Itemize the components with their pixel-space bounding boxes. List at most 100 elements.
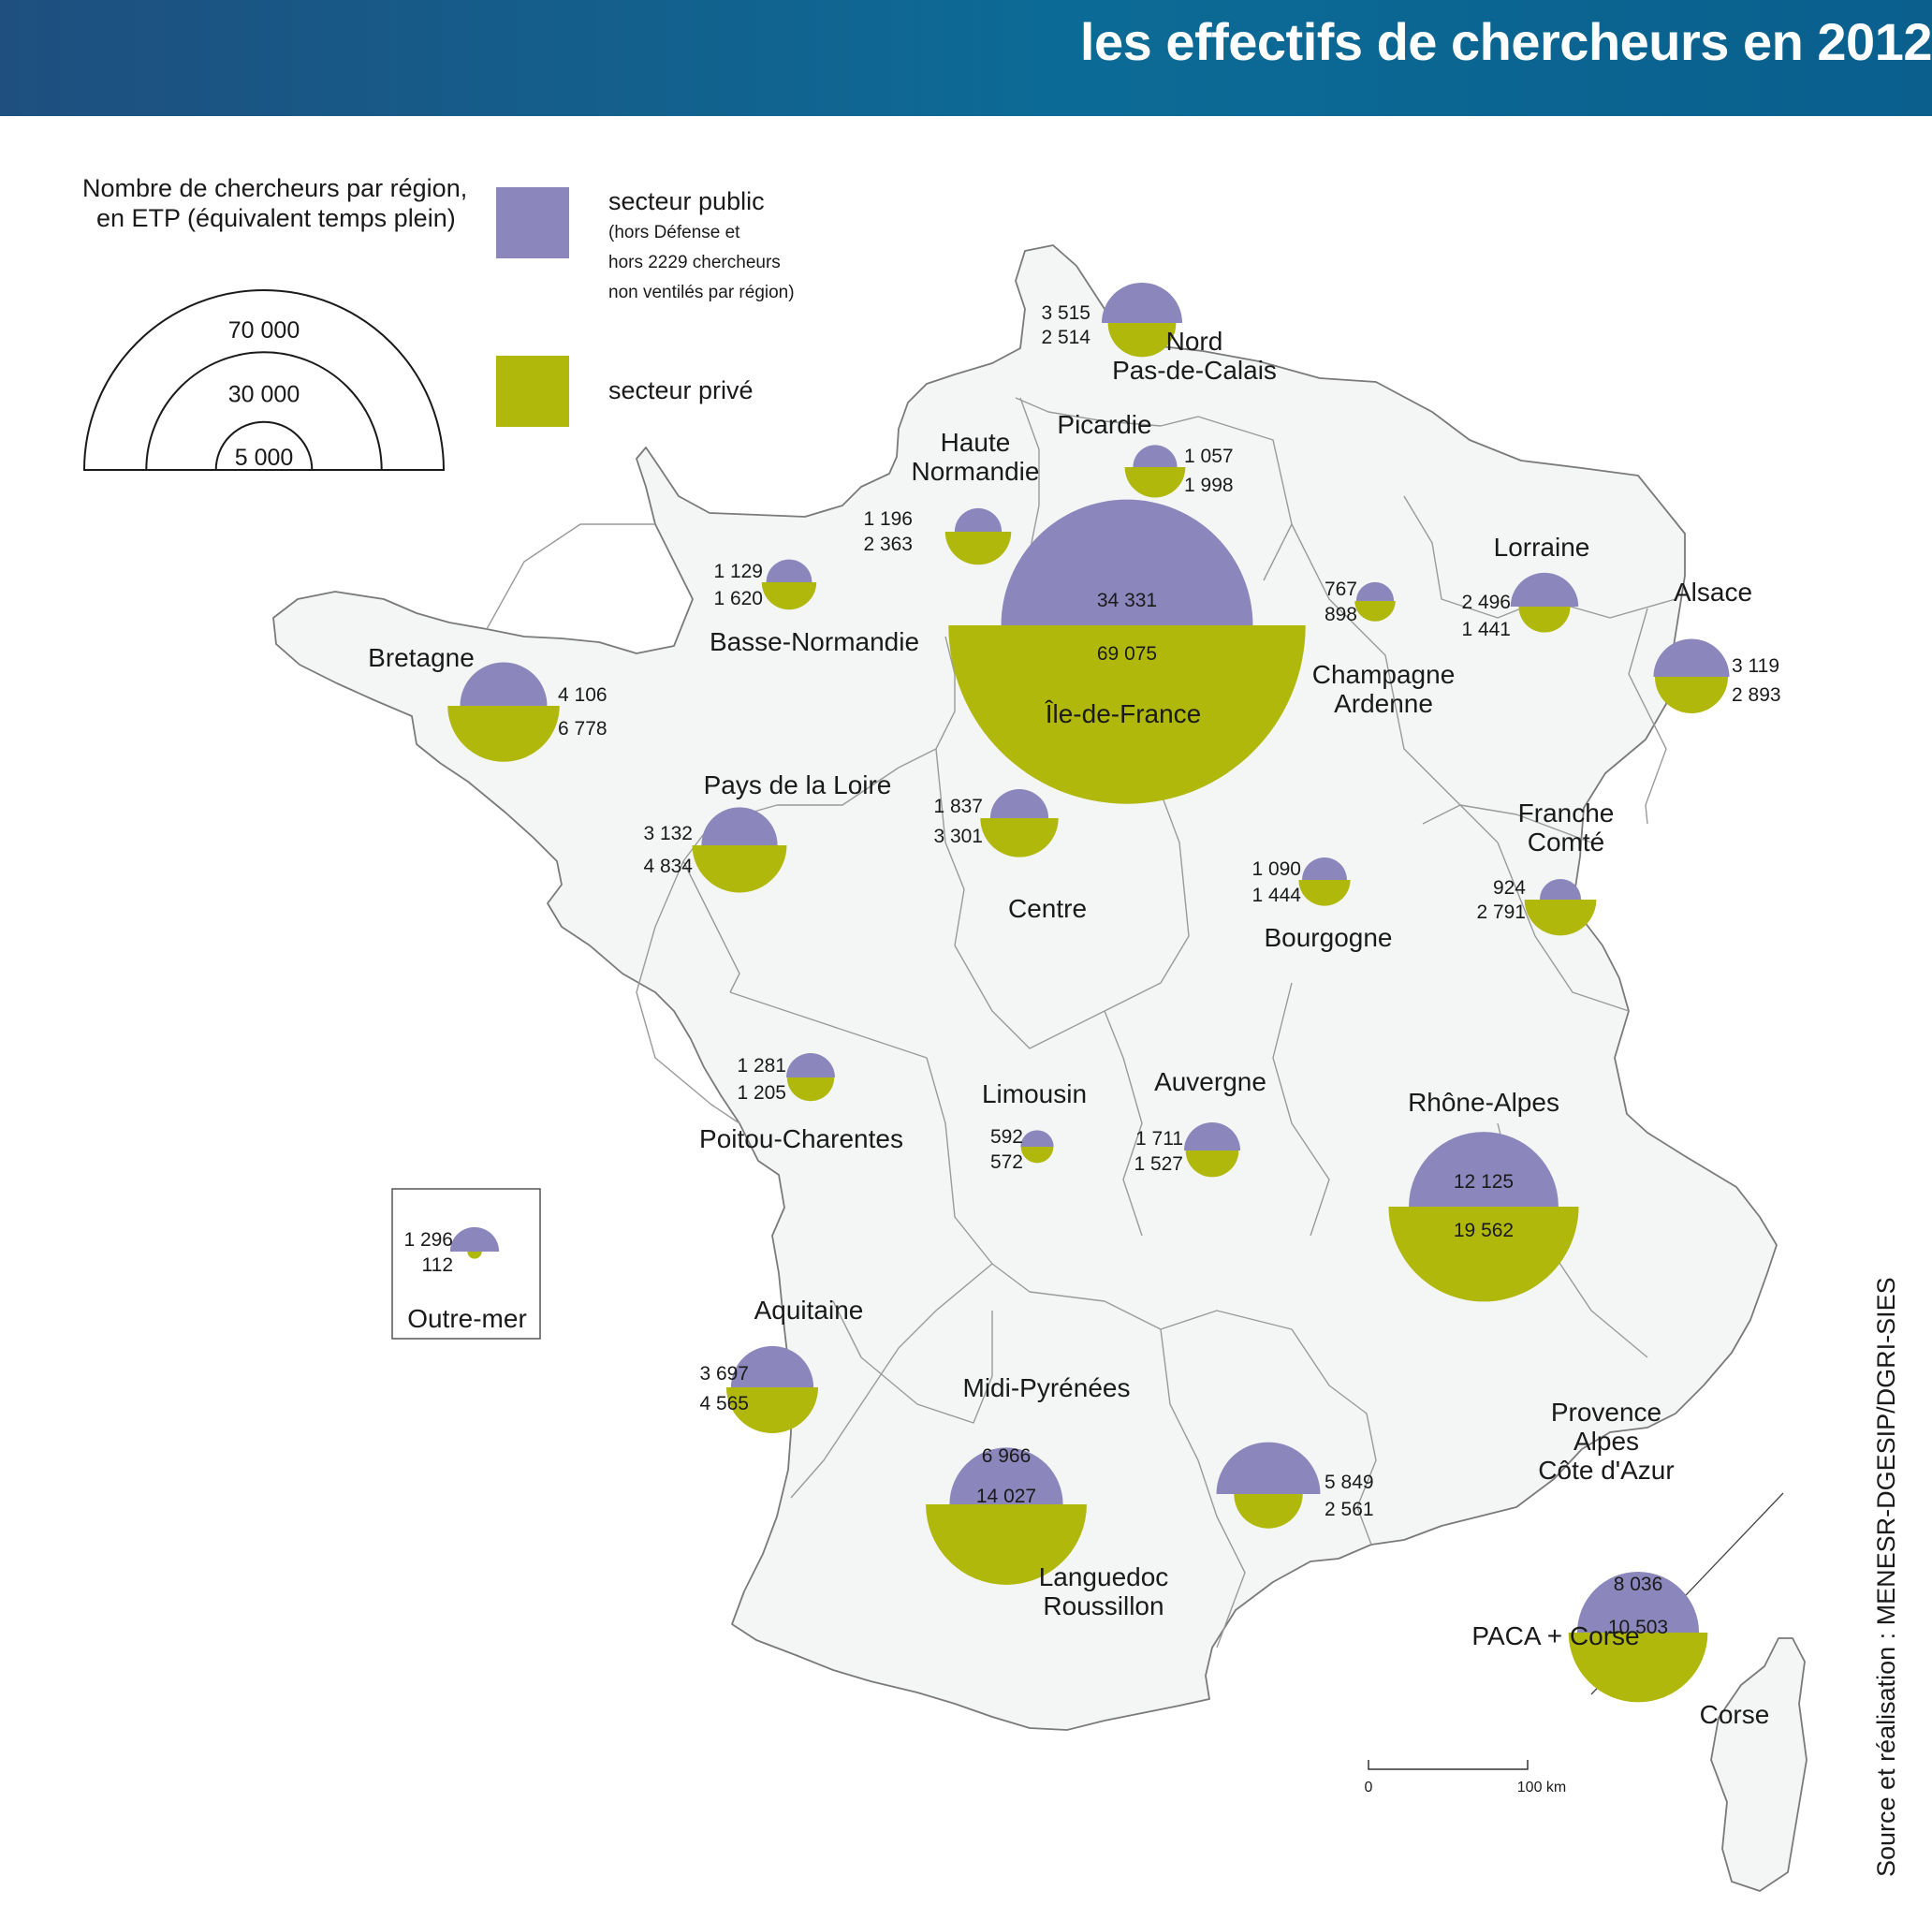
private-semicircle-auvergne	[1185, 1150, 1239, 1178]
public-value-languedoc-roussillon: 5 849	[1325, 1472, 1374, 1493]
private-value-pays-de-la-loire: 4 834	[643, 856, 693, 877]
region-border-9	[935, 748, 965, 946]
public-value-bourgogne: 1 090	[1251, 858, 1301, 880]
region-border-0	[1015, 397, 1199, 427]
private-semicircle-midi-pyr-n-es	[926, 1504, 1087, 1585]
private-semicircle-centre	[980, 818, 1059, 857]
private-value-bourgogne: 1 444	[1251, 885, 1301, 906]
private-semicircle-picardie	[1124, 467, 1186, 498]
region-name-midi-pyr-n-es: Midi-Pyrénées	[963, 1373, 1131, 1402]
public-value-alsace: 3 119	[1732, 655, 1779, 677]
public-value-bretagne: 4 106	[558, 684, 607, 706]
region-border-15	[991, 1263, 1293, 1330]
region-name-aquitaine: Aquitaine	[754, 1296, 864, 1325]
region-name-languedoc-roussillon-1: Roussillon	[1043, 1591, 1164, 1620]
private-value-le-de-france: 69 075	[1097, 643, 1157, 665]
source-credit: Source et réalisation : MENESR-DGESIP/DG…	[1872, 1277, 1900, 1877]
region-name-rh-ne-alpes: Rhône-Alpes	[1408, 1088, 1559, 1117]
private-semicircle-basse-normandie	[761, 582, 817, 610]
private-value-champagne-ardenne: 898	[1325, 604, 1357, 625]
region-border-1	[1019, 397, 1040, 553]
legend-heading-2: en ETP (équivalent temps plein)	[96, 204, 456, 232]
private-semicircle-aquitaine	[725, 1387, 819, 1433]
public-semicircle-bretagne	[460, 662, 548, 706]
public-value-picardie: 1 057	[1184, 446, 1234, 467]
region-name-bourgogne: Bourgogne	[1264, 923, 1392, 952]
public-semicircle-aquitaine	[730, 1345, 814, 1387]
private-value-haute-normandie: 2 363	[863, 534, 913, 555]
private-value-auvergne: 1 527	[1134, 1153, 1183, 1175]
public-semicircle-rh-ne-alpes	[1409, 1132, 1559, 1207]
private-semicircle-bretagne	[447, 706, 560, 762]
public-value-basse-normandie: 1 129	[713, 561, 763, 582]
public-value-nord-pas-de-calais: 3 515	[1041, 302, 1090, 324]
private-value-aquitaine: 4 565	[699, 1393, 749, 1414]
legend-public-note-1: (hors Défense et	[608, 223, 740, 242]
public-value-auvergne: 1 711	[1135, 1128, 1183, 1150]
private-value-centre: 3 301	[933, 826, 983, 847]
public-semicircle-champagne-ardenne	[1355, 581, 1395, 601]
legend-size-label-5000: 5 000	[235, 445, 294, 471]
region-name-franche-comt-1: Comté	[1528, 828, 1604, 857]
corsica-island	[1710, 1637, 1808, 1892]
region-name-nord-pas-de-calais-0: Nord	[1166, 327, 1223, 356]
scale-distance-label: 100 km	[1517, 1780, 1566, 1795]
private-value-paca-corse: 10 503	[1608, 1617, 1668, 1638]
region-name-picardie: Picardie	[1057, 410, 1151, 439]
legend-size-arc-1	[145, 351, 383, 471]
private-semicircle-poitou-charentes	[786, 1077, 835, 1102]
public-value-outre-mer: 1 296	[403, 1229, 453, 1251]
region-name-champagne-ardenne-1: Ardenne	[1334, 689, 1433, 718]
public-semicircle-pays-de-la-loire	[701, 807, 778, 845]
public-semicircle-lorraine	[1510, 572, 1579, 607]
private-semicircle-rh-ne-alpes	[1388, 1207, 1579, 1302]
public-semicircle-le-de-france	[1001, 499, 1253, 625]
private-semicircle-champagne-ardenne	[1354, 601, 1396, 622]
region-border-13	[1104, 1010, 1143, 1237]
scale-zero-label: 0	[1365, 1780, 1373, 1795]
legend-public-note-2: hors 2229 chercheurs	[608, 253, 781, 272]
public-value-pays-de-la-loire: 3 132	[643, 823, 693, 844]
region-border-7	[898, 636, 956, 769]
private-semicircle-lorraine	[1518, 607, 1571, 633]
public-semicircle-bourgogne	[1302, 857, 1347, 880]
region-border-21	[729, 991, 928, 1059]
private-semicircle-outre-mer	[467, 1252, 482, 1259]
region-name-provence-alpes-c-te-d-azur-1: Alpes	[1573, 1427, 1639, 1456]
region-border-19	[1160, 1328, 1246, 1649]
region-name-lorraine: Lorraine	[1494, 533, 1590, 562]
private-semicircle-languedoc-roussillon	[1234, 1494, 1303, 1529]
title-banner: les effectifs de chercheurs en 2012	[0, 0, 1932, 116]
private-value-basse-normandie: 1 620	[713, 588, 763, 609]
region-border-3	[1291, 523, 1499, 843]
private-value-bretagne: 6 778	[558, 718, 607, 740]
private-value-nord-pas-de-calais: 2 514	[1041, 327, 1090, 348]
public-value-le-de-france: 34 331	[1097, 590, 1157, 611]
private-semicircle-pays-de-la-loire	[692, 845, 787, 893]
public-value-paca-corse: 8 036	[1614, 1574, 1663, 1595]
region-border-6	[1422, 804, 1592, 843]
public-value-haute-normandie: 1 196	[863, 508, 913, 530]
france-landmass	[272, 244, 1808, 1892]
scale-bar-line	[1368, 1760, 1529, 1770]
legend-size-arc-2	[214, 420, 314, 471]
region-border-23	[636, 926, 740, 1124]
private-semicircle-franche-comt	[1524, 900, 1597, 936]
legend-public-label: secteur public	[608, 187, 765, 215]
public-semicircle-outre-mer	[449, 1226, 500, 1252]
region-name-franche-comt-0: Franche	[1518, 799, 1615, 828]
region-border-17	[1497, 842, 1630, 1012]
public-semicircle-paca-corse	[1576, 1571, 1700, 1633]
public-value-centre: 1 837	[933, 796, 983, 817]
private-value-languedoc-roussillon: 2 561	[1325, 1499, 1374, 1520]
private-value-outre-mer: 112	[422, 1254, 453, 1276]
public-value-franche-comt: 924	[1493, 877, 1526, 899]
public-semicircle-nord-pas-de-calais	[1101, 282, 1183, 323]
legend-heading-1: Nombre de chercheurs par région,	[82, 174, 468, 202]
legend-size-label-30000: 30 000	[228, 381, 300, 407]
map-title: les effectifs de chercheurs en 2012	[1079, 12, 1932, 71]
public-semicircle-midi-pyr-n-es	[949, 1447, 1063, 1504]
legend-private-swatch	[496, 356, 569, 427]
public-semicircle-poitou-charentes	[786, 1053, 835, 1077]
region-border-10	[1104, 767, 1190, 1012]
